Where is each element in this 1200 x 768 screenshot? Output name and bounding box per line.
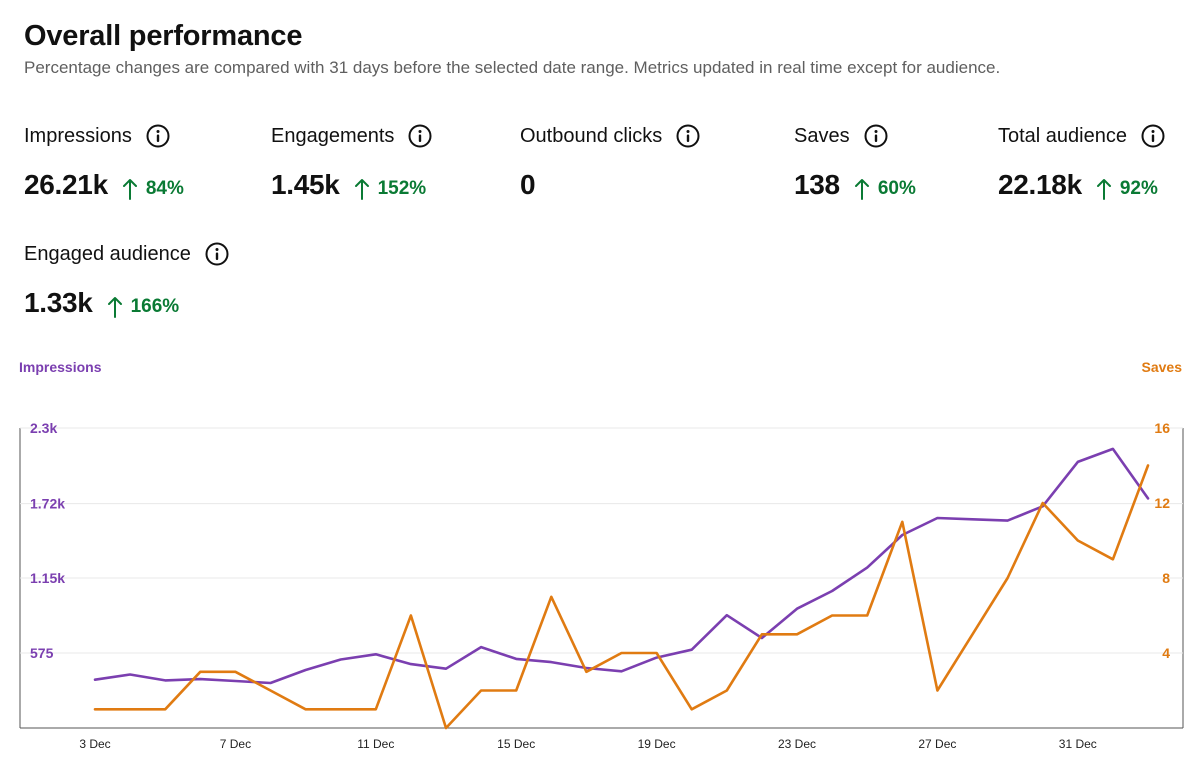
metric-label: Impressions bbox=[24, 124, 132, 147]
x-tick-label: 23 Dec bbox=[778, 737, 816, 751]
info-icon[interactable] bbox=[1141, 124, 1165, 148]
info-icon[interactable] bbox=[146, 124, 170, 148]
info-icon[interactable] bbox=[864, 124, 888, 148]
performance-line-chart: 575 1.15k 1.72k 2.3k 4 8 12 16 3 Dec 7 Dec 11 Dec 1… bbox=[19, 420, 1184, 751]
x-tick-label: 15 Dec bbox=[497, 737, 535, 751]
left-tick-label: 2.3k bbox=[30, 420, 57, 436]
metric-value: 26.21k bbox=[24, 169, 108, 200]
metric-label: Engagements bbox=[271, 124, 395, 147]
x-tick-label: 3 Dec bbox=[79, 737, 110, 751]
info-icon[interactable] bbox=[408, 124, 432, 148]
metric-value: 0 bbox=[520, 169, 536, 200]
left-tick-label: 1.15k bbox=[30, 570, 65, 586]
metric-change-value: 84% bbox=[145, 178, 184, 199]
saves-series-line bbox=[93, 464, 1150, 730]
metric-change-value: 152% bbox=[377, 178, 427, 199]
info-icon[interactable] bbox=[205, 242, 229, 266]
metric-saves: Saves 138 60% bbox=[794, 123, 916, 201]
metric-impressions: Impressions 26.21k 84% bbox=[24, 123, 184, 201]
x-tick-label: 19 Dec bbox=[638, 737, 676, 751]
metric-change: 92% bbox=[1096, 178, 1158, 200]
arrow-up-icon bbox=[107, 297, 122, 318]
x-tick-label: 11 Dec bbox=[357, 737, 394, 751]
arrow-up-icon bbox=[122, 179, 137, 200]
left-tick-label: 1.72k bbox=[30, 496, 65, 512]
right-tick-label: 16 bbox=[1154, 420, 1170, 436]
x-tick-label: 27 Dec bbox=[918, 737, 956, 751]
metric-engaged-audience: Engaged audience 1.33k 166% bbox=[24, 241, 229, 319]
metric-change: 60% bbox=[854, 178, 916, 200]
page-title: Overall performance bbox=[24, 20, 303, 52]
right-tick-label: 12 bbox=[1154, 495, 1170, 511]
info-icon[interactable] bbox=[676, 124, 700, 148]
metric-value: 138 bbox=[794, 169, 840, 200]
metric-engagements: Engagements 1.45k 152% bbox=[271, 123, 432, 201]
metric-value: 22.18k bbox=[998, 169, 1082, 200]
left-tick-label: 575 bbox=[30, 645, 54, 661]
metric-change-value: 166% bbox=[130, 296, 180, 317]
left-axis-title: Impressions bbox=[19, 359, 102, 375]
metric-label: Engaged audience bbox=[24, 242, 191, 265]
metric-change: 152% bbox=[354, 178, 427, 200]
metric-value: 1.45k bbox=[271, 169, 340, 200]
x-tick-label: 31 Dec bbox=[1059, 737, 1097, 751]
right-axis-title: Saves bbox=[1141, 359, 1182, 375]
x-tick-label: 7 Dec bbox=[220, 737, 251, 751]
right-tick-label: 4 bbox=[1162, 645, 1170, 661]
metric-change: 84% bbox=[122, 178, 184, 200]
arrow-up-icon bbox=[354, 179, 369, 200]
metric-label: Total audience bbox=[998, 124, 1127, 147]
metric-change-value: 92% bbox=[1119, 178, 1158, 199]
arrow-up-icon bbox=[1096, 179, 1111, 200]
page-subtitle: Percentage changes are compared with 31 … bbox=[24, 58, 1001, 77]
metric-value: 1.33k bbox=[24, 287, 93, 318]
metric-outbound-clicks: Outbound clicks 0 bbox=[520, 123, 700, 201]
metric-total-audience: Total audience 22.18k 92% bbox=[998, 123, 1165, 201]
metric-label: Outbound clicks bbox=[520, 124, 663, 147]
arrow-up-icon bbox=[854, 179, 869, 200]
metric-label: Saves bbox=[794, 124, 850, 147]
impressions-series-line bbox=[93, 447, 1150, 685]
metric-change-value: 60% bbox=[877, 178, 916, 199]
right-tick-label: 8 bbox=[1162, 570, 1170, 586]
metric-change: 166% bbox=[107, 296, 180, 318]
